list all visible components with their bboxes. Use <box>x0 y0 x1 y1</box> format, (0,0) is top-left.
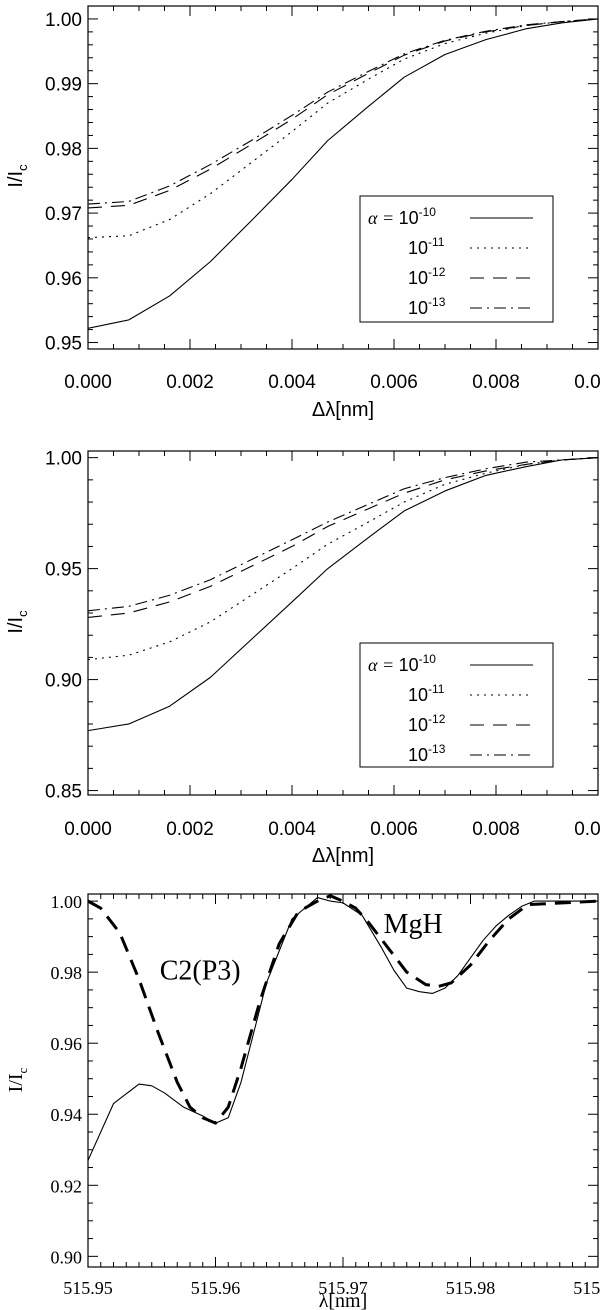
y-tick-label: 0.95 <box>45 560 82 581</box>
y-tick-label: 0.98 <box>51 963 83 983</box>
series-line-dashdot <box>88 457 598 612</box>
series-line-dashdot <box>88 18 598 205</box>
chart-panel-2: 0.000 0.002 0.004 0.006 0.008 0.010 0.85 0.90 0.… <box>5 449 600 867</box>
y-tick-label: 0.94 <box>51 1105 83 1125</box>
chart-panel-1: 0.000 0.002 0.004 0.006 0.008 0.010 0.95 0.96 0.… <box>5 5 600 421</box>
y-axis-label: I/Ic <box>5 164 30 188</box>
y-tick-label: 0.95 <box>45 334 82 355</box>
x-tick-label: 0.004 <box>268 372 316 393</box>
x-tick-label: 0.006 <box>370 819 418 840</box>
legend-label: 10-13 <box>408 295 446 318</box>
series-line-solid <box>88 457 598 732</box>
y-tick-label: 0.97 <box>45 204 82 225</box>
series-line-dashed <box>88 894 598 1125</box>
y-tick-label: 0.90 <box>45 671 82 692</box>
y-tick-label: 1.00 <box>45 10 82 31</box>
legend-label: 10-12 <box>408 265 446 288</box>
y-tick-label: 0.96 <box>51 1034 83 1054</box>
y-tick-label: 0.98 <box>45 139 82 160</box>
x-tick-label: 515.99 <box>573 1278 600 1298</box>
x-tick-label: 0.010 <box>574 372 600 393</box>
legend-label: 10-12 <box>408 712 446 735</box>
x-axis-label: Δλ[nm] <box>312 399 374 421</box>
x-tick-label: 0.006 <box>370 372 418 393</box>
y-axis-label: I/Ic <box>5 610 30 634</box>
legend-box <box>359 195 554 323</box>
legend-label: 10-11 <box>408 682 445 705</box>
y-tick-label: 0.99 <box>45 75 82 96</box>
x-tick-label: 515.98 <box>446 1278 496 1298</box>
y-tick-label: 1.00 <box>51 892 83 912</box>
legend-label: α = 10-10 <box>368 652 436 675</box>
series-line-dotted <box>88 18 598 239</box>
legend-box <box>359 642 554 768</box>
y-tick-label: 0.85 <box>45 782 82 803</box>
x-tick-label: 0.000 <box>64 372 112 393</box>
y-tick-label: 1.00 <box>45 449 82 470</box>
annotation-label: MgH <box>384 909 443 940</box>
series-line-solid <box>88 18 598 329</box>
x-tick-label: 515.96 <box>191 1278 241 1298</box>
x-axis-label: Δλ[nm] <box>312 845 374 867</box>
x-tick-label: 0.004 <box>268 819 316 840</box>
series-line-dashed <box>88 18 598 209</box>
x-tick-label: 0.000 <box>64 819 112 840</box>
legend-label: α = 10-10 <box>368 205 436 228</box>
y-axis-label: I/Ic <box>5 1067 30 1092</box>
x-tick-label: 0.008 <box>472 372 520 393</box>
series-line-solid <box>88 897 598 1161</box>
chart-panel-3: 515.95 515.96 515.97 515.98 515.99 0.90 0.92 0.… <box>5 892 600 1310</box>
y-tick-label: 0.96 <box>45 269 82 290</box>
y-tick-label: 0.92 <box>51 1176 83 1196</box>
y-tick-label: 0.90 <box>51 1247 83 1267</box>
x-tick-label: 515.95 <box>63 1278 113 1298</box>
x-tick-label: 0.002 <box>166 372 214 393</box>
x-tick-label: 0.010 <box>574 819 600 840</box>
legend-label: 10-13 <box>408 742 446 765</box>
series-line-dotted <box>88 457 598 661</box>
legend-label: 10-11 <box>408 235 445 258</box>
series-line-dashed <box>88 457 598 618</box>
x-tick-label: 0.002 <box>166 819 214 840</box>
x-tick-label: 515.97 <box>318 1278 368 1298</box>
annotation-label: C2(P3) <box>160 955 241 986</box>
x-axis-label: λ[nm] <box>319 1290 368 1310</box>
plot-frame <box>87 893 599 1268</box>
x-tick-label: 0.008 <box>472 819 520 840</box>
